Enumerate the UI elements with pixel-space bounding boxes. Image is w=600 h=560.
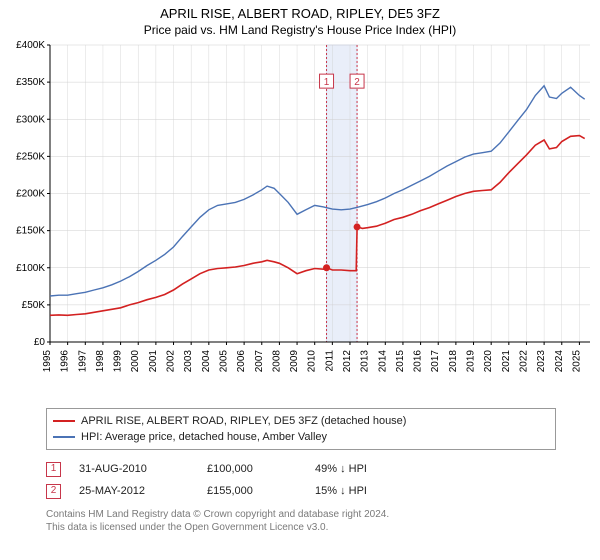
legend-item: APRIL RISE, ALBERT ROAD, RIPLEY, DE5 3FZ… (53, 413, 549, 429)
svg-text:£100K: £100K (16, 263, 45, 274)
svg-text:1999: 1999 (113, 350, 124, 373)
sale-price: £155,000 (207, 480, 297, 502)
svg-text:1998: 1998 (95, 350, 106, 373)
price-chart: £0 £50K £100K £150K £200K £250K £300K £350K £400… (0, 37, 600, 402)
svg-text:2000: 2000 (130, 350, 141, 373)
svg-text:2013: 2013 (360, 350, 371, 373)
svg-text:£300K: £300K (16, 114, 45, 125)
svg-text:2006: 2006 (236, 350, 247, 373)
svg-text:1: 1 (324, 77, 330, 88)
svg-text:£400K: £400K (16, 40, 45, 51)
svg-text:2008: 2008 (271, 350, 282, 373)
svg-text:£350K: £350K (16, 77, 45, 88)
sale-delta: 15% ↓ HPI (315, 480, 415, 502)
sale-row: 2 25-MAY-2012 £155,000 15% ↓ HPI (46, 480, 600, 502)
svg-text:2016: 2016 (413, 350, 424, 373)
svg-text:£50K: £50K (22, 300, 46, 311)
chart-title: APRIL RISE, ALBERT ROAD, RIPLEY, DE5 3FZ (0, 6, 600, 21)
svg-text:1995: 1995 (42, 350, 53, 373)
svg-text:2015: 2015 (395, 350, 406, 373)
footer-line: This data is licensed under the Open Gov… (46, 521, 600, 534)
svg-text:2019: 2019 (466, 350, 477, 373)
svg-text:1996: 1996 (60, 350, 71, 373)
sales-table: 1 31-AUG-2010 £100,000 49% ↓ HPI 2 25-MA… (46, 458, 600, 502)
svg-text:2020: 2020 (483, 350, 494, 373)
svg-text:2004: 2004 (201, 350, 212, 373)
footer: Contains HM Land Registry data © Crown c… (46, 508, 600, 534)
svg-text:2005: 2005 (218, 350, 229, 373)
svg-text:2017: 2017 (430, 350, 441, 373)
svg-text:2007: 2007 (254, 350, 265, 373)
sale-badge: 1 (46, 462, 61, 477)
svg-text:2018: 2018 (448, 350, 459, 373)
legend-swatch (53, 436, 75, 438)
footer-line: Contains HM Land Registry data © Crown c… (46, 508, 600, 521)
svg-text:2025: 2025 (571, 350, 582, 373)
legend-swatch (53, 420, 75, 422)
sale-badge: 2 (46, 484, 61, 499)
svg-text:2: 2 (354, 77, 360, 88)
svg-text:£150K: £150K (16, 226, 45, 237)
svg-text:2012: 2012 (342, 350, 353, 373)
svg-text:£250K: £250K (16, 151, 45, 162)
svg-text:2001: 2001 (148, 350, 159, 373)
legend-label: HPI: Average price, detached house, Ambe… (81, 429, 327, 445)
legend: APRIL RISE, ALBERT ROAD, RIPLEY, DE5 3FZ… (46, 408, 556, 450)
svg-text:2023: 2023 (536, 350, 547, 373)
svg-text:2021: 2021 (501, 350, 512, 373)
legend-item: HPI: Average price, detached house, Ambe… (53, 429, 549, 445)
sale-badge-num: 2 (51, 480, 57, 502)
svg-text:2002: 2002 (166, 350, 177, 373)
svg-text:£200K: £200K (16, 189, 45, 200)
sale-delta: 49% ↓ HPI (315, 458, 415, 480)
svg-text:2003: 2003 (183, 350, 194, 373)
svg-text:2011: 2011 (324, 350, 335, 372)
sale-date: 25-MAY-2012 (79, 480, 189, 502)
svg-text:£0: £0 (34, 337, 46, 348)
legend-label: APRIL RISE, ALBERT ROAD, RIPLEY, DE5 3FZ… (81, 413, 406, 429)
svg-text:2014: 2014 (377, 350, 388, 373)
svg-text:2024: 2024 (554, 350, 565, 373)
sale-badge-num: 1 (51, 458, 57, 480)
svg-text:1997: 1997 (77, 350, 88, 373)
sale-date: 31-AUG-2010 (79, 458, 189, 480)
chart-subtitle: Price paid vs. HM Land Registry's House … (0, 23, 600, 37)
svg-text:2010: 2010 (307, 350, 318, 373)
svg-text:2022: 2022 (518, 350, 529, 373)
sale-price: £100,000 (207, 458, 297, 480)
sale-row: 1 31-AUG-2010 £100,000 49% ↓ HPI (46, 458, 600, 480)
svg-text:2009: 2009 (289, 350, 300, 373)
chart-svg: £0 £50K £100K £150K £200K £250K £300K £350K £400… (0, 37, 600, 402)
